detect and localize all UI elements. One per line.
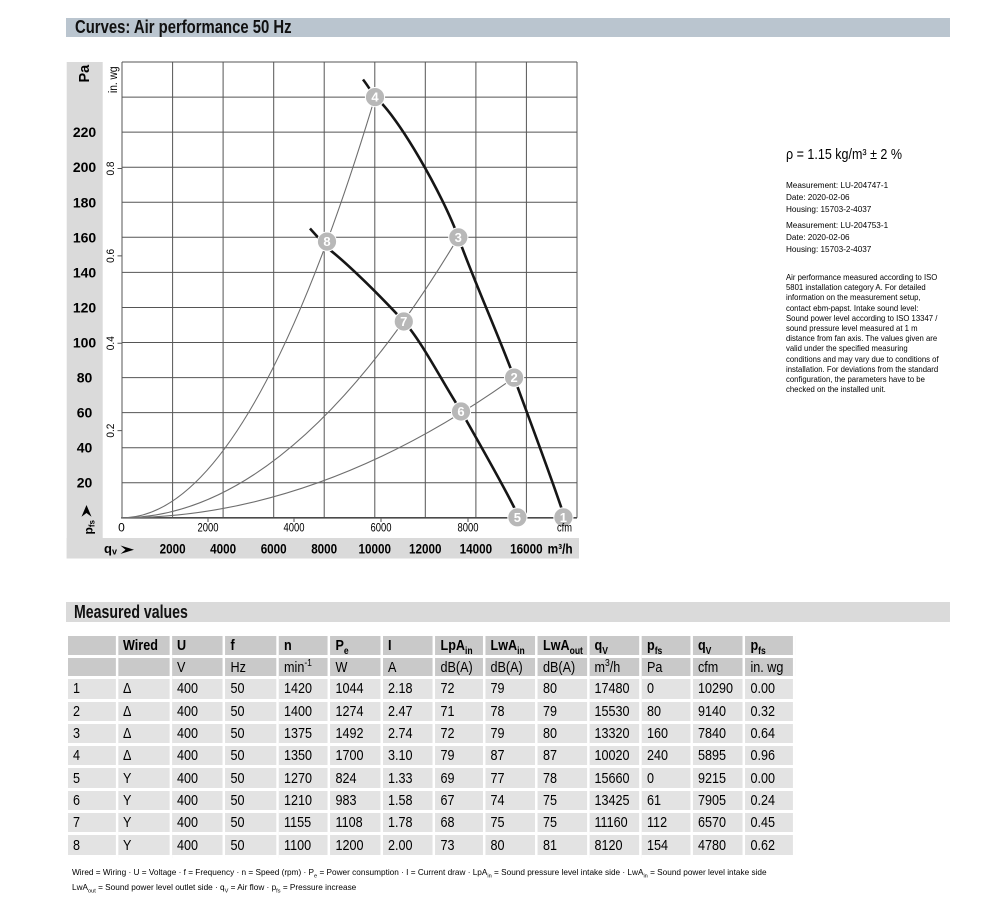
svg-text:m³/h: m³/h [548, 542, 573, 557]
svg-text:cfm: cfm [557, 521, 572, 535]
svg-text:4: 4 [371, 90, 379, 105]
svg-text:8000: 8000 [458, 521, 479, 535]
svg-text:0.4: 0.4 [105, 336, 117, 350]
svg-text:0: 0 [118, 521, 125, 535]
svg-text:16000: 16000 [510, 542, 543, 557]
svg-text:1: 1 [560, 510, 567, 525]
svg-text:20: 20 [77, 475, 93, 491]
svg-text:0.2: 0.2 [105, 424, 117, 438]
svg-text:6000: 6000 [261, 542, 287, 557]
svg-text:120: 120 [73, 300, 97, 316]
svg-text:60: 60 [77, 405, 93, 421]
svg-text:3: 3 [455, 230, 462, 245]
svg-text:2: 2 [510, 370, 517, 385]
svg-text:140: 140 [73, 264, 97, 280]
svg-text:6000: 6000 [371, 521, 392, 535]
svg-text:40: 40 [77, 440, 93, 456]
svg-text:4000: 4000 [284, 521, 305, 535]
svg-text:4000: 4000 [210, 542, 236, 557]
svg-text:14000: 14000 [460, 542, 493, 557]
svg-text:80: 80 [77, 370, 93, 386]
svg-text:7: 7 [400, 314, 407, 329]
svg-text:200: 200 [73, 159, 97, 175]
svg-text:0.6: 0.6 [105, 249, 117, 263]
svg-text:8: 8 [323, 234, 330, 249]
svg-text:6: 6 [457, 404, 464, 419]
svg-text:160: 160 [73, 229, 97, 245]
svg-text:5: 5 [514, 510, 521, 525]
svg-text:12000: 12000 [409, 542, 442, 557]
svg-text:100: 100 [73, 335, 97, 351]
svg-text:in. wg: in. wg [108, 67, 120, 94]
svg-text:0.8: 0.8 [105, 162, 117, 176]
svg-text:2000: 2000 [160, 542, 186, 557]
svg-text:8000: 8000 [311, 542, 337, 557]
svg-text:Pa: Pa [77, 64, 93, 83]
svg-text:10000: 10000 [359, 542, 392, 557]
svg-text:220: 220 [73, 124, 97, 140]
svg-text:2000: 2000 [198, 521, 219, 535]
svg-text:180: 180 [73, 194, 97, 210]
